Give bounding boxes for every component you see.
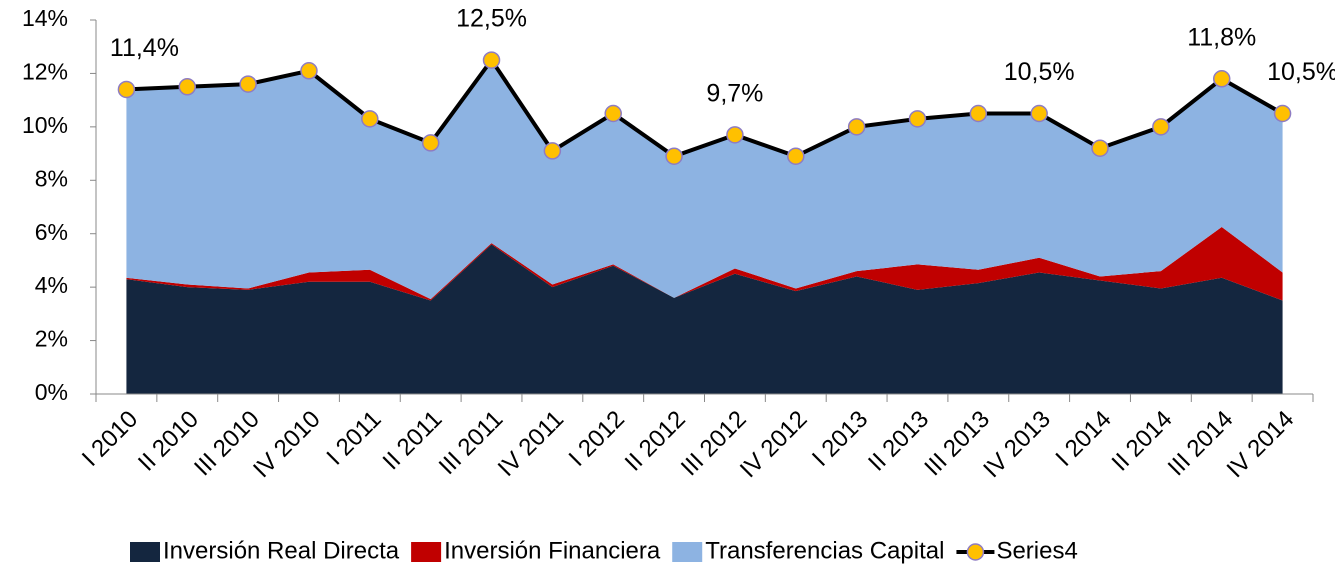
marker <box>1212 70 1231 88</box>
marker <box>726 126 744 144</box>
legend-swatch <box>130 542 160 562</box>
marker <box>239 75 257 93</box>
legend-swatch <box>672 542 703 562</box>
data-label: 10,5% <box>1267 58 1335 86</box>
legend-label: Series4 <box>996 537 1077 564</box>
legend-swatch <box>411 542 442 562</box>
y-tick-label: 2% <box>35 326 68 352</box>
area <box>126 244 1283 394</box>
data-label: 9,7% <box>706 79 763 107</box>
line <box>126 56 1284 159</box>
y-tick-label: 6% <box>35 219 68 245</box>
data-label: 10,5% <box>1004 58 1075 86</box>
data-label: 11,4% <box>110 34 179 62</box>
legend-label: Inversión Financiera <box>444 537 661 564</box>
area <box>126 60 1283 300</box>
marker <box>847 118 866 136</box>
x-tick-label: IV 2014 <box>1222 406 1300 484</box>
marker <box>1152 118 1170 136</box>
data-label: 12,5% <box>456 5 527 33</box>
legend-marker <box>966 543 985 561</box>
x-tick-label: IV 2012 <box>735 406 813 484</box>
marker <box>1273 104 1292 123</box>
x-tick-label: IV 2011 <box>493 406 569 482</box>
marker <box>361 110 379 128</box>
y-tick-label: 10% <box>22 112 68 138</box>
marker <box>908 110 927 128</box>
marker <box>300 62 318 80</box>
marker <box>665 147 683 165</box>
x-tick-label: IV 2013 <box>978 406 1056 484</box>
x-tick-label: III 2011 <box>434 406 508 480</box>
x-tick-label: I 2011 <box>322 406 387 471</box>
x-tick-label: I 2013 <box>807 406 873 472</box>
x-tick-label: I 2012 <box>564 406 630 472</box>
x-tick-label: I 2010 <box>77 406 143 472</box>
y-tick-label: 8% <box>35 165 68 191</box>
y-tick-label: 4% <box>35 272 68 298</box>
legend-label: Transferencias Capital <box>705 537 944 564</box>
marker <box>969 104 988 123</box>
legend-label: Inversión Real Directa <box>163 537 400 564</box>
marker <box>1091 139 1109 157</box>
x-tick-label: IV 2010 <box>248 406 326 484</box>
marker <box>482 51 501 69</box>
marker <box>178 78 197 96</box>
marker <box>1030 104 1048 123</box>
area <box>126 227 1283 301</box>
y-tick-label: 14% <box>22 5 68 31</box>
marker <box>543 142 562 160</box>
y-tick-label: 12% <box>22 59 68 85</box>
marker <box>421 134 440 152</box>
marker <box>117 80 136 99</box>
x-tick-label: I 2014 <box>1050 406 1116 472</box>
data-label: 11,8% <box>1187 23 1256 51</box>
y-tick-label: 0% <box>35 379 68 405</box>
marker <box>604 104 622 123</box>
marker <box>787 147 805 165</box>
